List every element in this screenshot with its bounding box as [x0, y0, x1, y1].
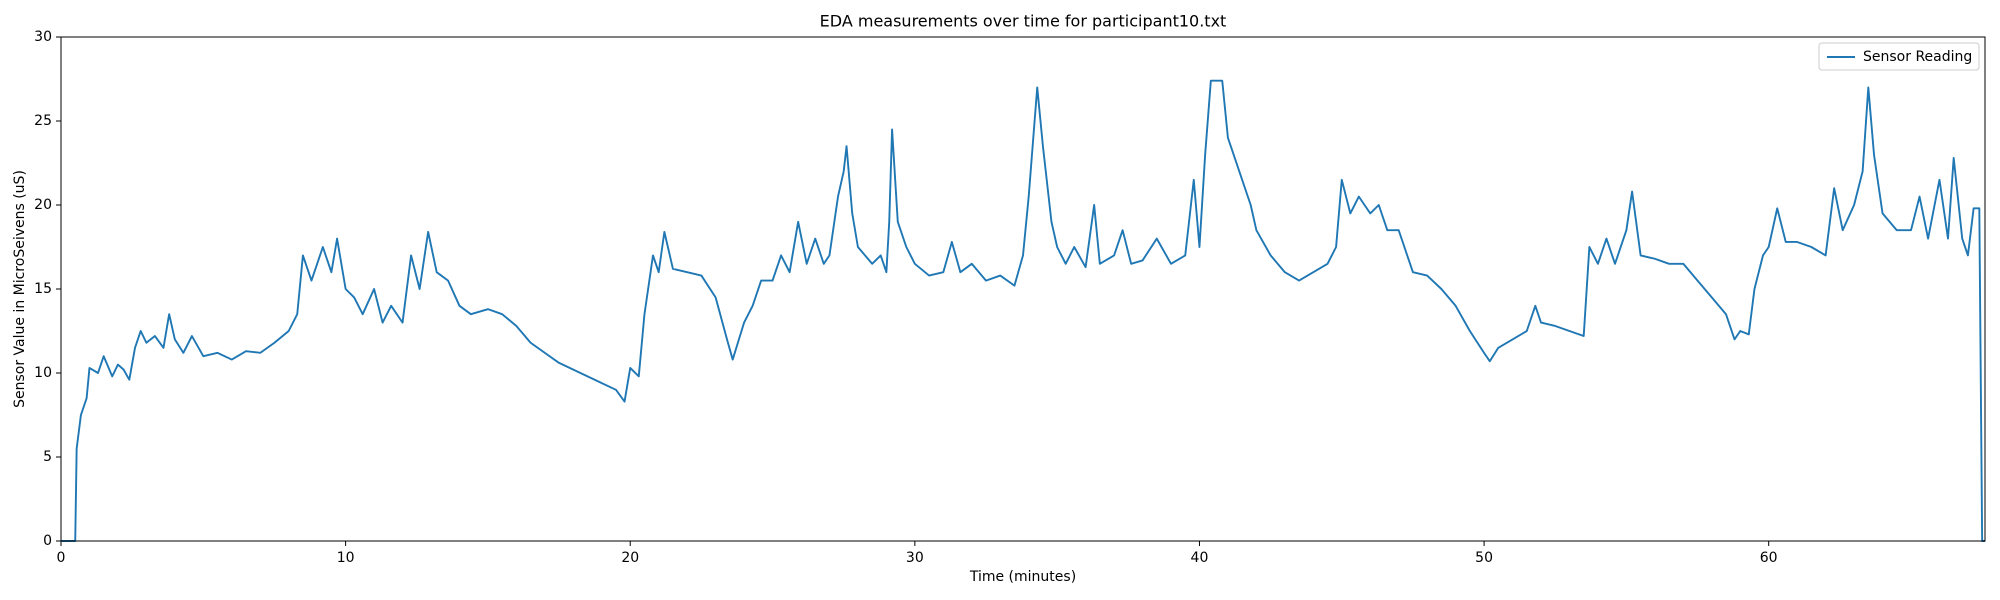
x-axis-label: Time (minutes) [969, 569, 1076, 585]
y-tick-label: 0 [43, 533, 52, 549]
line-series [61, 79, 1985, 542]
x-tick-label: 10 [337, 550, 355, 566]
plot-frame [60, 36, 1986, 542]
y-tick-label: 25 [34, 113, 52, 129]
x-tick-label: 0 [57, 550, 66, 566]
y-tick-label: 10 [34, 365, 52, 381]
x-tick-label: 30 [906, 550, 924, 566]
x-tick-label: 60 [1760, 550, 1778, 566]
x-tick-label: 20 [621, 550, 639, 566]
y-tick-label: 30 [34, 29, 52, 45]
y-tick-label: 20 [34, 197, 52, 213]
x-tick-label: 50 [1475, 550, 1493, 566]
legend-label: Sensor Reading [1863, 49, 1972, 65]
chart-title: EDA measurements over time for participa… [820, 12, 1227, 31]
y-tick-label: 15 [34, 281, 52, 297]
y-axis-label: Sensor Value in MicroSeivens (uS) [12, 170, 28, 408]
legend-box [1818, 42, 1980, 71]
y-tick-label: 5 [43, 449, 52, 465]
x-tick-label: 40 [1191, 550, 1209, 566]
